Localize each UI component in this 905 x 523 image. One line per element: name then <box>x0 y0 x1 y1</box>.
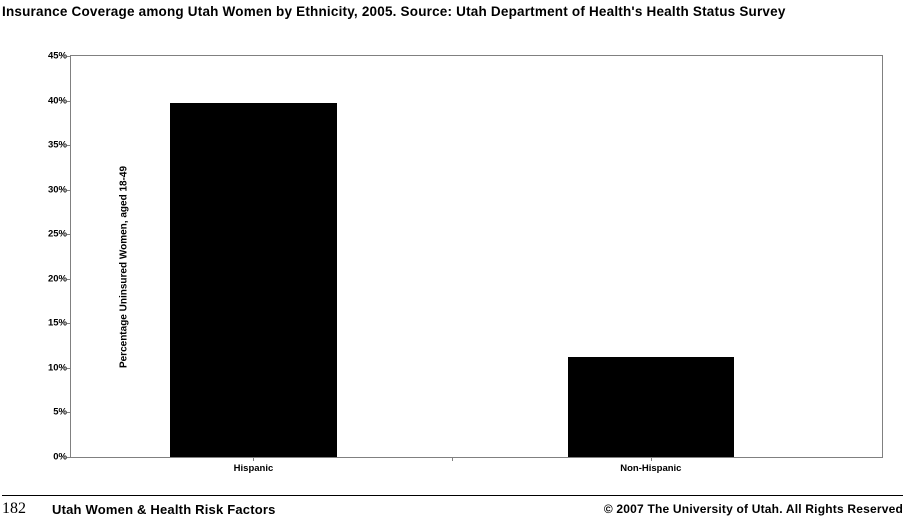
y-tick-mark <box>67 190 71 191</box>
x-tick-mark <box>651 457 652 461</box>
y-tick-mark <box>67 56 71 57</box>
section-title: Utah Women & Health Risk Factors <box>52 502 604 517</box>
y-tick-mark <box>67 368 71 369</box>
y-tick-label: 15% <box>43 318 67 329</box>
y-tick-label: 20% <box>43 273 67 284</box>
y-tick-mark <box>67 457 71 458</box>
x-tick-mark <box>452 457 453 461</box>
page-title: Insurance Coverage among Utah Women by E… <box>0 0 905 21</box>
y-tick-label: 45% <box>43 51 67 62</box>
footer-divider <box>2 495 903 496</box>
bar <box>568 357 734 457</box>
y-tick-mark <box>67 101 71 102</box>
plot-area: 0%5%10%15%20%25%30%35%40%45%HispanicNon-… <box>70 55 883 458</box>
y-tick-mark <box>67 279 71 280</box>
y-tick-mark <box>67 412 71 413</box>
copyright-text: © 2007 The University of Utah. All Right… <box>604 502 903 516</box>
y-tick-mark <box>67 234 71 235</box>
y-tick-label: 5% <box>43 407 67 418</box>
y-tick-label: 25% <box>43 229 67 240</box>
x-tick-label: Non-Hispanic <box>620 463 681 474</box>
chart-container: Percentage Uninsured Women, aged 18-49 0… <box>28 55 883 478</box>
x-tick-mark <box>253 457 254 461</box>
y-tick-mark <box>67 145 71 146</box>
x-tick-label: Hispanic <box>234 463 274 474</box>
y-tick-mark <box>67 323 71 324</box>
y-tick-label: 10% <box>43 362 67 373</box>
y-tick-label: 35% <box>43 140 67 151</box>
bar <box>170 103 336 457</box>
y-tick-label: 30% <box>43 184 67 195</box>
page-number: 182 <box>2 500 26 518</box>
y-tick-label: 40% <box>43 95 67 106</box>
y-tick-label: 0% <box>43 452 67 463</box>
page-footer: 182 Utah Women & Health Risk Factors © 2… <box>2 499 903 519</box>
